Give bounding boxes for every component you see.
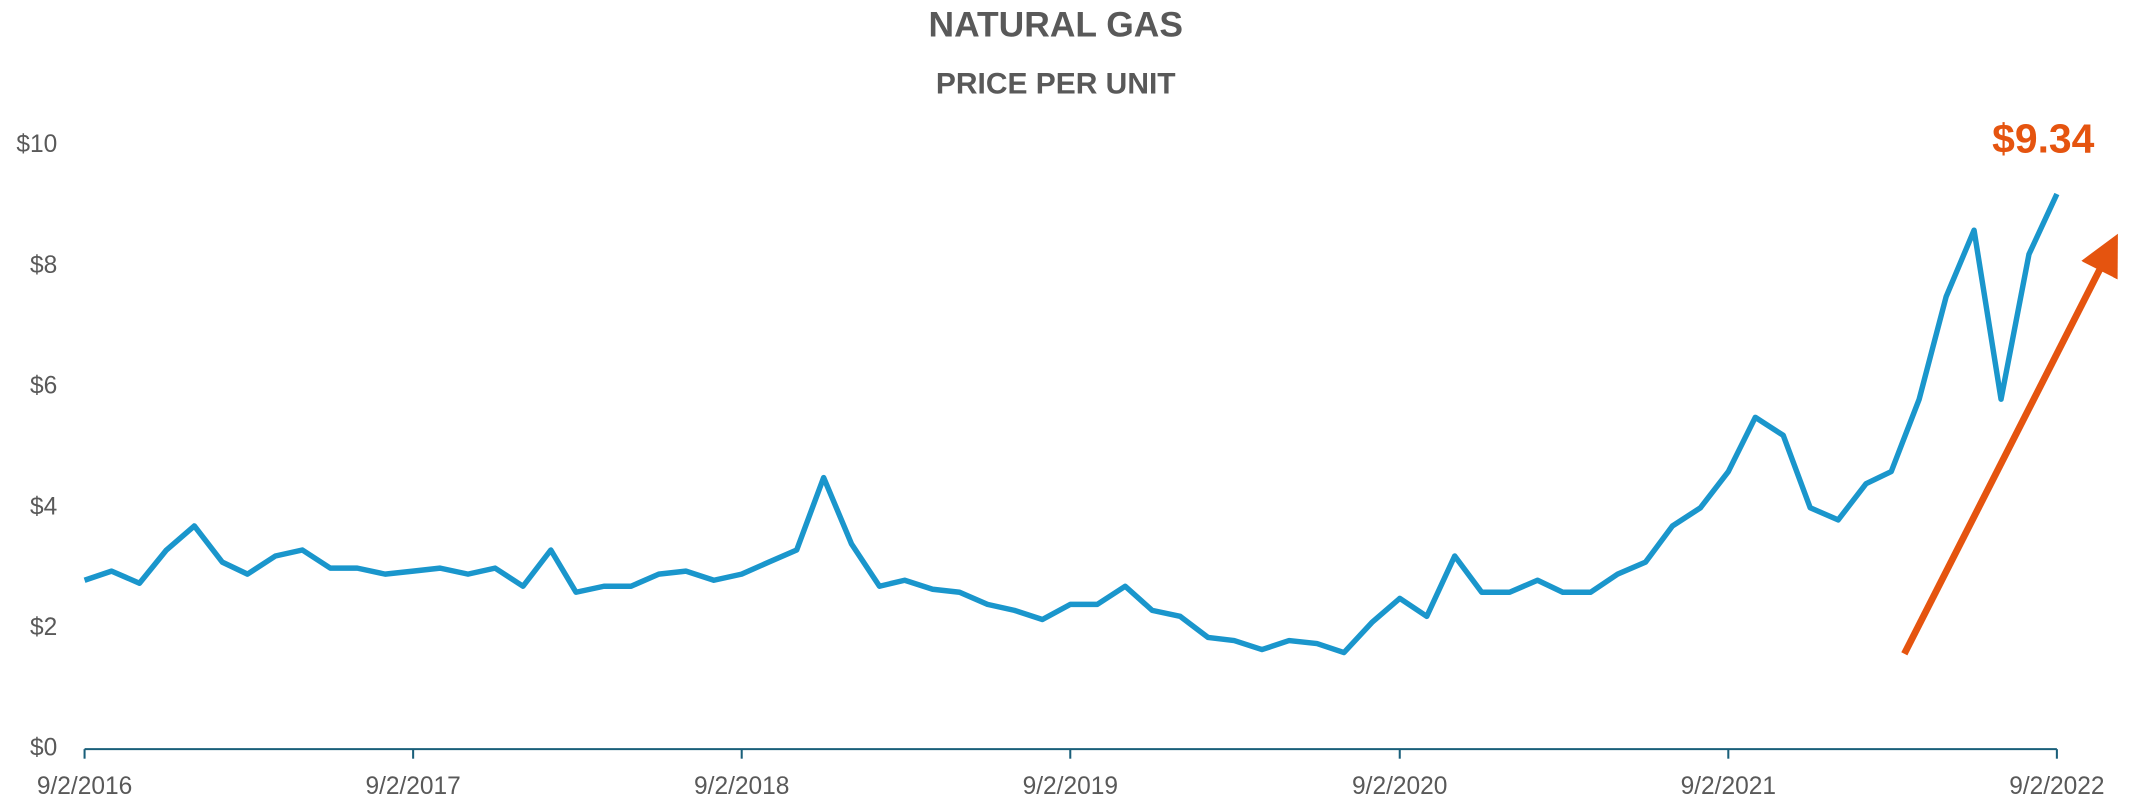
x-tick-label: 9/2/2020 xyxy=(1352,773,1447,800)
y-tick-label: $6 xyxy=(30,373,57,400)
y-tick-label: $4 xyxy=(30,493,57,520)
y-tick-label: $2 xyxy=(30,614,57,641)
data-line xyxy=(83,192,2060,656)
x-tick-label: 9/2/2019 xyxy=(1023,773,1118,800)
x-tick-label: 9/2/2022 xyxy=(2009,773,2104,800)
x-tick-label: 9/2/2017 xyxy=(365,773,460,800)
x-tick-label: 9/2/2021 xyxy=(1681,773,1776,800)
trend-arrow xyxy=(1901,233,2118,656)
annotation: $9.34 xyxy=(1992,115,2095,161)
x-tick-label: 9/2/2018 xyxy=(694,773,789,800)
y-tick-label: $8 xyxy=(30,252,57,279)
chart-subtitle: PRICE PER UNIT xyxy=(936,68,1176,101)
y-tick-label: $0 xyxy=(30,735,57,762)
x-tick-label: 9/2/2016 xyxy=(37,773,132,800)
chart-title: NATURAL GAS xyxy=(929,5,1183,45)
y-tick-label: $10 xyxy=(16,131,57,158)
